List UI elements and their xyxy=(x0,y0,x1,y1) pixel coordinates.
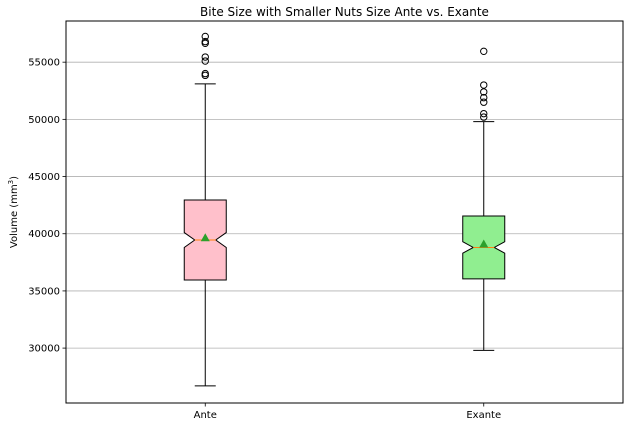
outlier-point xyxy=(480,47,488,56)
grid-lines xyxy=(66,61,623,349)
box-ante xyxy=(183,32,227,387)
box-exante xyxy=(462,47,506,351)
x-tick-label: Ante xyxy=(194,410,217,421)
x-tick-label: Exante xyxy=(466,410,501,421)
y-tick-label: 45000 xyxy=(28,172,60,183)
y-tick-label: 55000 xyxy=(28,58,60,69)
y-axis: 30000 35000 40000 45000 50000 55000 xyxy=(28,58,66,355)
x-axis: Ante Exante xyxy=(194,403,501,421)
outlier-point xyxy=(201,32,209,41)
y-axis-label: Volume (mm3) xyxy=(7,176,20,248)
box-plots xyxy=(183,32,506,387)
y-tick-label: 50000 xyxy=(28,115,60,126)
chart-title: Bite Size with Smaller Nuts Size Ante vs… xyxy=(200,5,489,19)
mean-marker xyxy=(479,239,489,248)
outlier-point xyxy=(480,98,488,106)
outlier-point xyxy=(201,57,209,65)
y-tick-label: 30000 xyxy=(28,344,60,355)
outlier-point xyxy=(480,93,488,102)
y-tick-label: 35000 xyxy=(28,286,60,297)
outlier-point xyxy=(480,109,488,118)
outlier-point xyxy=(201,53,209,61)
plot-frame xyxy=(65,20,624,404)
outlier-point xyxy=(480,113,488,121)
y-tick-label: 40000 xyxy=(28,229,60,240)
outlier-point xyxy=(480,81,488,89)
outlier-point xyxy=(201,37,209,46)
mean-marker xyxy=(200,233,210,242)
outlier-point xyxy=(201,69,209,78)
